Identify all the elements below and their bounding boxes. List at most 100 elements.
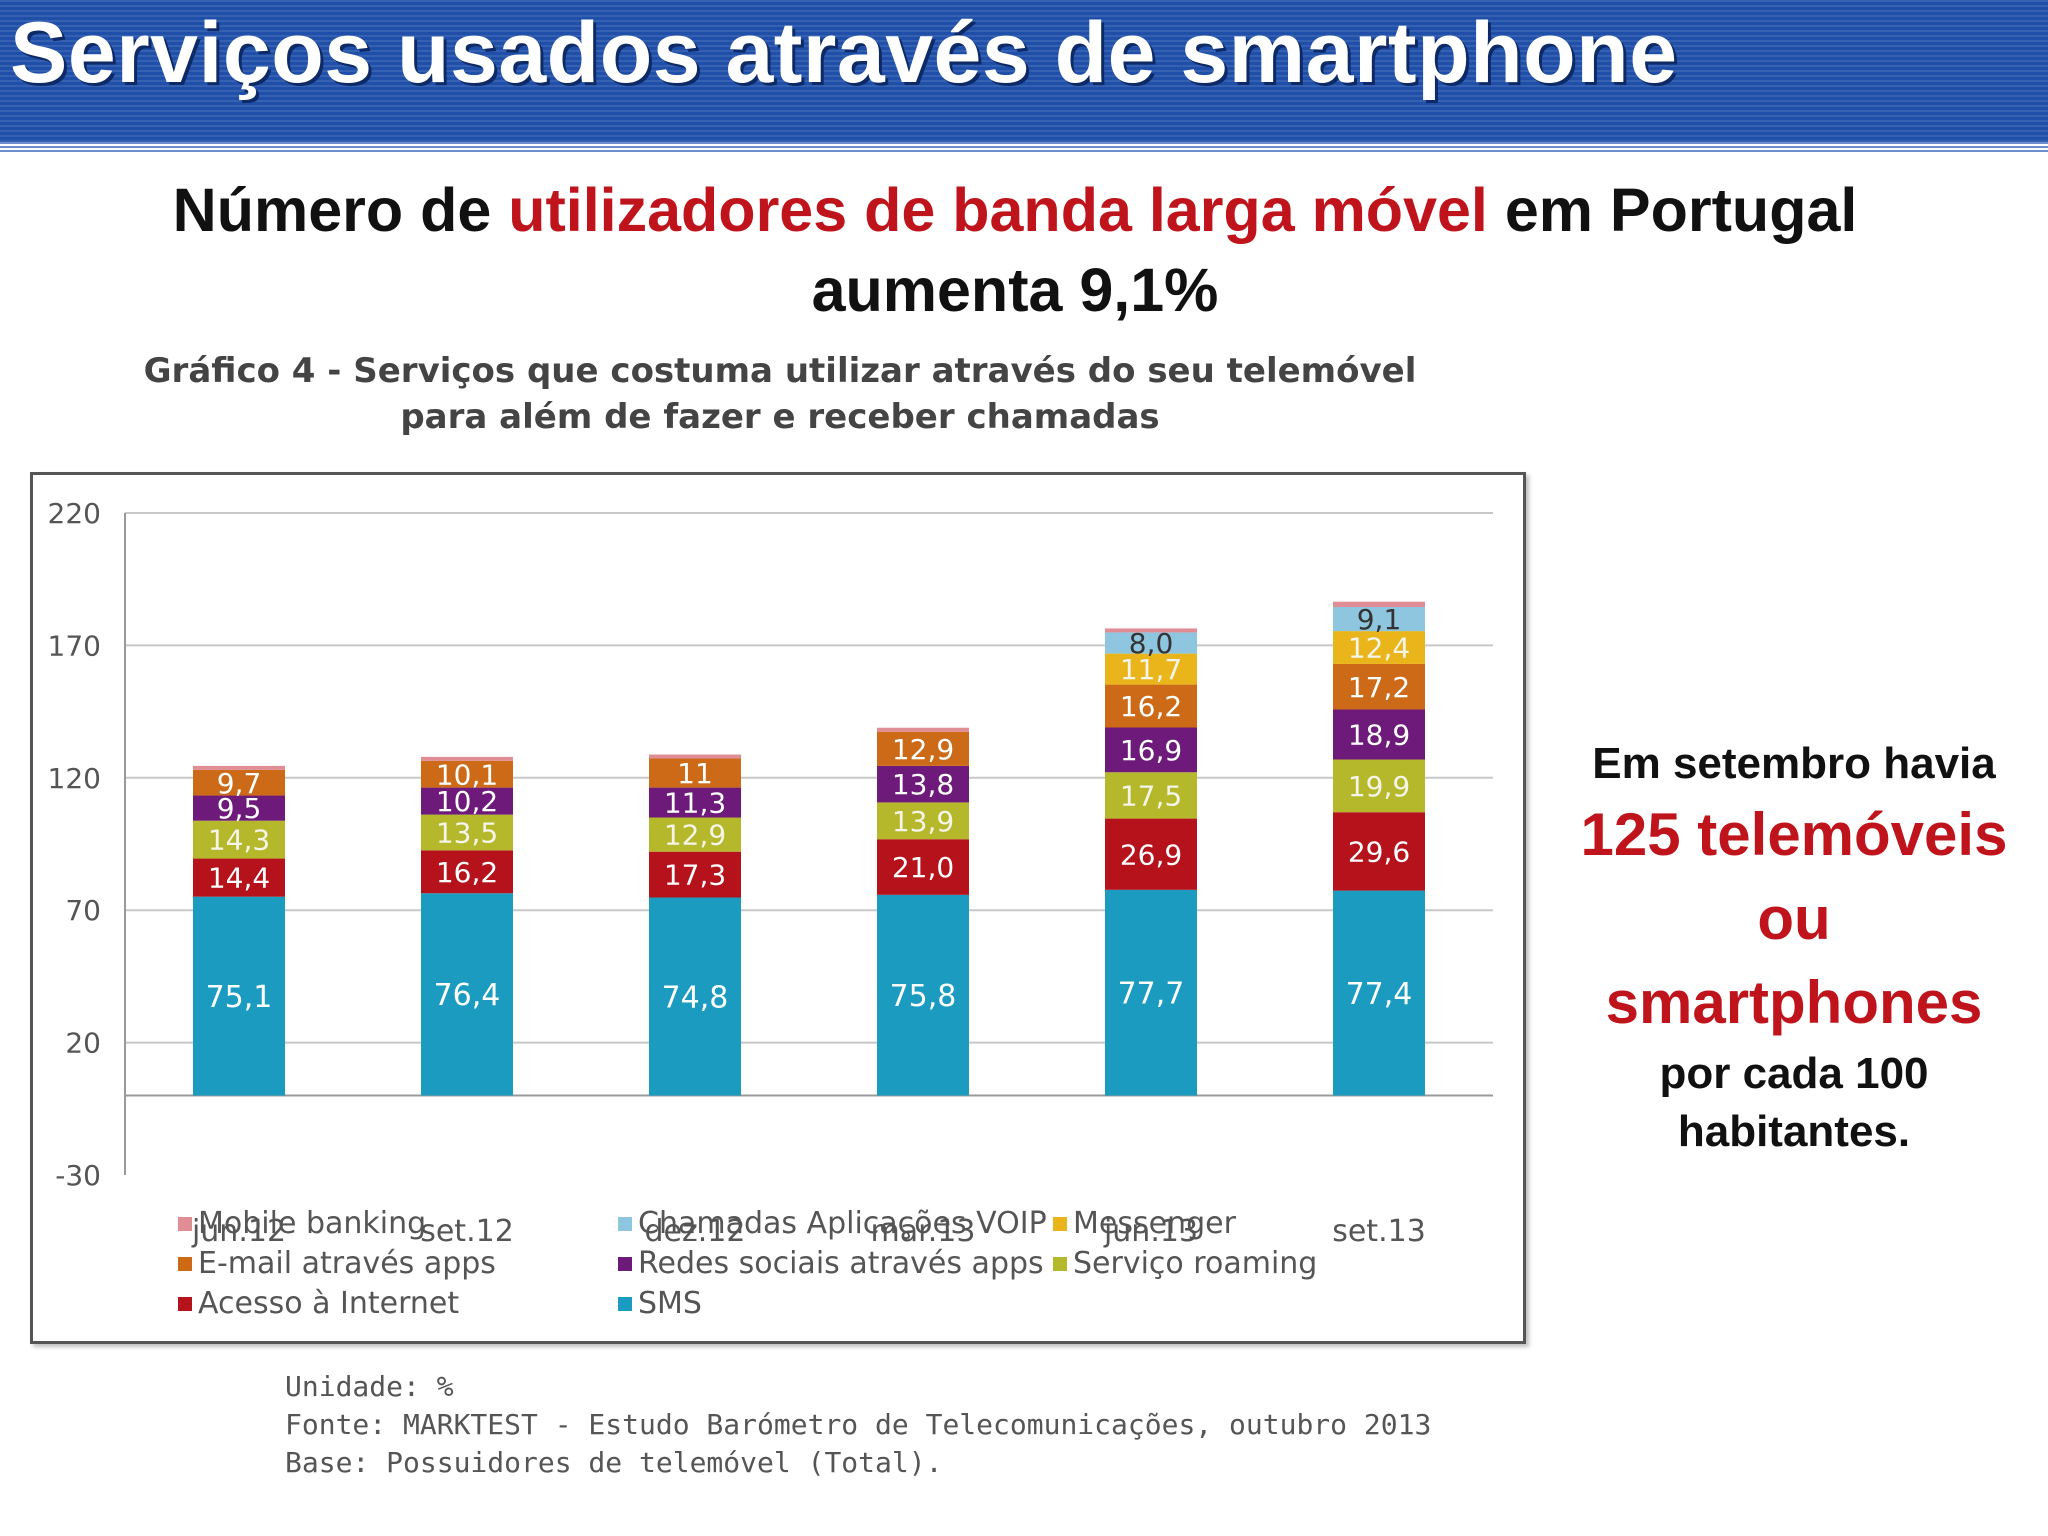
data-label: 75,1: [206, 980, 273, 1015]
data-label: 18,9: [1348, 719, 1410, 752]
bar-segment: [1105, 628, 1197, 633]
data-label: 13,9: [892, 805, 954, 838]
data-label: 9,1: [1357, 603, 1402, 636]
bar-segment: [877, 839, 969, 895]
source-base: Base: Possuidores de telemóvel (Total).: [285, 1446, 943, 1479]
data-label: 16,2: [1120, 690, 1182, 723]
legend-item-mobile-banking: Mobile banking: [178, 1206, 426, 1241]
headline: Número de utilizadores de banda larga mó…: [40, 170, 1990, 330]
bar-segment: [1333, 663, 1425, 710]
legend-item-email: E-mail através apps: [178, 1246, 496, 1281]
y-tick-label: 220: [48, 497, 101, 530]
data-label: 16,2: [436, 856, 498, 889]
bar-segment: [193, 795, 285, 821]
bar-segment: [1105, 727, 1197, 773]
page-title: Serviços usados através de smartphone: [10, 5, 1678, 101]
data-label: 12,4: [1348, 632, 1410, 665]
legend-item-roaming: Serviço roaming: [1053, 1246, 1317, 1281]
bar-segment: [877, 727, 969, 732]
data-label: 12,9: [892, 733, 954, 766]
data-label: 74,8: [662, 980, 729, 1015]
y-tick-label: 120: [48, 762, 101, 795]
data-label: 10,1: [436, 758, 498, 791]
bar-segment: [649, 787, 741, 818]
stacked-bar-chart: 220 170 120 70 20 -30 75,1 14,4 14,39,59,7 jun.12…: [48, 497, 1493, 1249]
data-label: 14,4: [208, 862, 270, 895]
data-label: 11,3: [664, 787, 726, 820]
bar-segment: [649, 897, 741, 1096]
side-note-line-3: ou: [1757, 885, 1831, 952]
bar-segment: [1105, 653, 1197, 685]
y-tick-label: 70: [65, 894, 101, 927]
bar-segment: [1333, 601, 1425, 608]
data-label: 17,2: [1348, 671, 1410, 704]
headline-part-3: em Portugal aumenta 9,1%: [811, 176, 1858, 324]
bar-segment: [649, 758, 741, 788]
x-tick-label: set.13: [1332, 1214, 1426, 1249]
bar-segment: [649, 817, 741, 852]
bar-segment: [193, 896, 285, 1096]
bar-segment: [877, 802, 969, 840]
side-note-line-5: por cada 100: [1659, 1049, 1929, 1098]
side-note-line-1: Em setembro havia: [1592, 739, 1996, 788]
bar-segment: [421, 850, 513, 894]
bar-segment: [1333, 890, 1425, 1096]
bar-segment: [193, 769, 285, 796]
title-banner: Serviços usados através de smartphone: [0, 0, 2048, 152]
bar-segment: [1105, 772, 1197, 819]
source-notes: Unidade: % Fonte: MARKTEST - Estudo Baró…: [285, 1368, 1431, 1482]
legend-item-messenger: Messenger: [1053, 1206, 1236, 1241]
legend-swatch: [178, 1257, 192, 1271]
side-note-line-6: habitantes.: [1677, 1107, 1911, 1156]
data-label: 10,2: [436, 785, 498, 818]
data-label: 14,3: [208, 824, 270, 857]
legend-row-3: Acesso à Internet SMS: [178, 1286, 1378, 1326]
legend-row-1: Mobile banking Chamadas Aplicações VOIP …: [178, 1206, 1378, 1246]
side-note-line-4: smartphones: [1605, 969, 1983, 1036]
source-origin: Fonte: MARKTEST - Estudo Barómetro de Te…: [285, 1408, 1432, 1441]
legend-swatch: [618, 1217, 632, 1231]
legend-item-internet: Acesso à Internet: [178, 1286, 459, 1321]
bar-segment: [1333, 607, 1425, 632]
bar-segment: [1105, 818, 1197, 890]
x-tick-label: dez.12: [645, 1214, 746, 1249]
y-tick-label: 170: [48, 629, 101, 662]
bar-segment: [877, 894, 969, 1096]
data-label: 13,5: [436, 817, 498, 850]
chart-title-line-2: para além de fazer e receber chamadas: [400, 397, 1160, 437]
legend-row-2: E-mail através apps Redes sociais atravé…: [178, 1246, 1378, 1286]
x-tick-label: jun.12: [191, 1214, 286, 1249]
chart-title-line-1: Gráfico 4 - Serviços que costuma utiliza…: [143, 351, 1417, 391]
bar-segment: [1333, 759, 1425, 813]
chart-frame: 220 170 120 70 20 -30 75,1 14,4 14,3 9,5 9,7 jun.12…: [30, 472, 1526, 1344]
bar-segment: [193, 765, 285, 770]
data-label: 19,9: [1348, 770, 1410, 803]
data-label: 9,5: [217, 792, 262, 825]
bar-segment: [193, 820, 285, 859]
data-label: 8,0: [1129, 627, 1174, 660]
bar-segment: [421, 893, 513, 1096]
x-tick-label: mar.13: [871, 1214, 976, 1249]
bar-segment: [421, 814, 513, 851]
legend-swatch: [178, 1217, 192, 1231]
bar-segment: [649, 851, 741, 898]
data-label: 77,4: [1346, 977, 1413, 1012]
legend-item-voip: Chamadas Aplicações VOIP: [618, 1206, 1047, 1241]
bar-segment: [1105, 632, 1197, 654]
side-note-line-2: 125 telemóveis: [1580, 801, 2008, 868]
data-label: 17,5: [1120, 779, 1182, 812]
legend-swatch: [1053, 1217, 1067, 1231]
legend-item-social: Redes sociais através apps: [618, 1246, 1044, 1281]
bar-segment: [877, 731, 969, 766]
bar-segment: [1105, 889, 1197, 1096]
data-label: 9,7: [217, 767, 262, 800]
data-label: 26,9: [1120, 838, 1182, 871]
source-unit: Unidade: %: [285, 1370, 454, 1403]
bar-segment: [421, 756, 513, 761]
data-label: 16,9: [1120, 734, 1182, 767]
legend-item-sms: SMS: [618, 1286, 702, 1321]
legend-swatch: [178, 1297, 192, 1311]
data-label: 75,8: [890, 979, 957, 1014]
data-label: 17,3: [664, 859, 726, 892]
bar-segment: [649, 754, 741, 759]
